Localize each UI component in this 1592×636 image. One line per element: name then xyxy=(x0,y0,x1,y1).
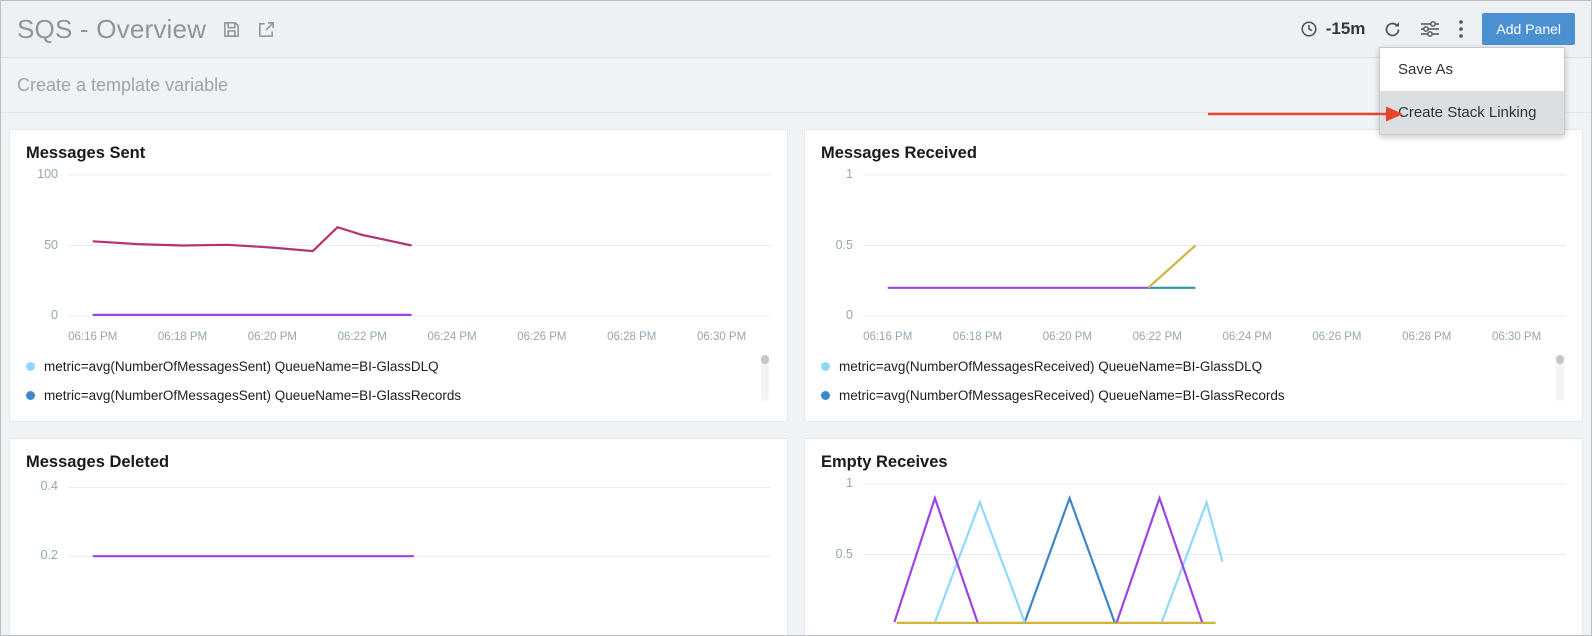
chart-plot[interactable] xyxy=(68,171,771,326)
x-tick-label: 06:22 PM xyxy=(337,331,387,343)
x-tick-label: 06:30 PM xyxy=(1491,331,1542,343)
series-yellow-line xyxy=(1147,244,1197,289)
legend-item[interactable]: metric=avg(NumberOfMessagesReceived) Que… xyxy=(821,381,1546,410)
template-variable-bar: Create a template variable xyxy=(1,58,1591,113)
x-tick-label: 06:24 PM xyxy=(1222,331,1272,343)
panel-empty-receives: Empty Receives 1 0.5 xyxy=(804,438,1583,635)
header: SQS - Overview -15m Add Panel xyxy=(1,1,1591,58)
menu-item-create-stack-linking[interactable]: Create Stack Linking xyxy=(1380,91,1564,134)
legend-label: metric=avg(NumberOfMessagesReceived) Que… xyxy=(839,359,1263,374)
x-tick-label: 06:28 PM xyxy=(607,331,657,343)
x-tick-label: 06:30 PM xyxy=(696,331,747,343)
sliders-icon[interactable] xyxy=(1420,20,1440,38)
refresh-icon[interactable] xyxy=(1383,20,1402,39)
x-tick-label: 06:28 PM xyxy=(1402,331,1452,343)
legend: metric=avg(NumberOfMessagesSent) QueueNa… xyxy=(26,352,771,410)
series-purple-triangle-1 xyxy=(893,494,979,623)
export-icon[interactable] xyxy=(257,20,276,39)
series-magenta-line xyxy=(92,225,412,253)
x-tick-label: 06:24 PM xyxy=(427,331,477,343)
legend: metric=avg(NumberOfMessagesReceived) Que… xyxy=(821,352,1566,410)
x-tick-label: 06:20 PM xyxy=(247,331,297,343)
x-tick-label: 06:26 PM xyxy=(517,331,567,343)
add-panel-button[interactable]: Add Panel xyxy=(1482,13,1575,45)
kebab-dropdown-menu: Save As Create Stack Linking xyxy=(1379,47,1565,135)
panel-title: Empty Receives xyxy=(821,453,948,471)
legend-item[interactable]: metric=avg(NumberOfMessagesSent) QueueNa… xyxy=(26,352,751,381)
legend-label: metric=avg(NumberOfMessagesReceived) Que… xyxy=(839,388,1285,403)
y-tick-label: 1 xyxy=(846,476,853,490)
y-tick-label: 0.4 xyxy=(40,479,58,494)
y-tick-label: 0 xyxy=(51,308,58,322)
save-icon[interactable] xyxy=(222,20,241,39)
y-tick-label: 0.2 xyxy=(40,548,58,563)
x-tick-label: 06:16 PM xyxy=(863,331,913,343)
panel-title: Messages Received xyxy=(821,144,977,162)
y-tick-label: 100 xyxy=(37,167,58,181)
x-tick-label: 06:20 PM xyxy=(1042,331,1092,343)
y-tick-label: 1 xyxy=(846,167,853,181)
x-tick-label: 06:22 PM xyxy=(1132,331,1182,343)
panel-messages-deleted: Messages Deleted 0.4 0.2 xyxy=(9,438,788,635)
y-axis: 100 50 0 xyxy=(26,167,68,326)
legend-scrollbar[interactable] xyxy=(1556,355,1564,401)
create-template-variable-link[interactable]: Create a template variable xyxy=(17,74,229,95)
x-tick-label: 06:16 PM xyxy=(68,331,118,343)
x-axis: 06:16 PM 06:18 PM 06:20 PM 06:22 PM 06:24 PM… xyxy=(68,326,771,346)
legend-color-dot xyxy=(821,391,830,400)
x-tick-label: 06:18 PM xyxy=(157,331,208,343)
kebab-menu-icon[interactable] xyxy=(1458,19,1464,39)
legend-color-dot xyxy=(821,362,830,371)
x-axis: 06:16 PM 06:18 PM 06:20 PM 06:22 PM 06:24 PM… xyxy=(863,326,1566,346)
chart-plot[interactable] xyxy=(863,480,1566,635)
y-tick-label: 0.5 xyxy=(835,237,853,252)
legend-label: metric=avg(NumberOfMessagesSent) QueueNa… xyxy=(44,388,462,403)
series-blue-triangle xyxy=(1023,494,1116,623)
legend-item[interactable]: metric=avg(NumberOfMessagesSent) QueueNa… xyxy=(26,381,751,410)
chart-plot[interactable] xyxy=(68,480,771,635)
y-tick-label: 0.5 xyxy=(835,546,853,561)
legend-color-dot xyxy=(26,391,35,400)
time-range-label[interactable]: -15m xyxy=(1325,19,1366,38)
panel-title: Messages Deleted xyxy=(26,453,170,471)
y-axis: 0.4 0.2 xyxy=(26,479,68,635)
series-lightblue-triangle-2 xyxy=(1160,498,1224,623)
legend-scrollbar[interactable] xyxy=(761,355,769,401)
menu-item-save-as[interactable]: Save As xyxy=(1398,61,1454,78)
series-lightblue-triangle-1 xyxy=(933,499,1026,623)
panels-grid: Messages Sent 100 50 0 06:16 PM 06:18 PM 06:… xyxy=(1,113,1591,635)
x-tick-label: 06:18 PM xyxy=(952,331,1003,343)
panel-title: Messages Sent xyxy=(26,144,146,162)
legend-color-dot xyxy=(26,362,35,371)
page-title: SQS - Overview xyxy=(17,13,207,44)
legend-label: metric=avg(NumberOfMessagesSent) QueueNa… xyxy=(44,359,439,374)
y-tick-label: 50 xyxy=(44,237,58,252)
chart-plot[interactable] xyxy=(863,171,1566,326)
y-axis: 1 0.5 0 xyxy=(821,167,863,326)
legend-item[interactable]: metric=avg(NumberOfMessagesReceived) Que… xyxy=(821,352,1546,381)
panel-messages-received: Messages Received 1 0.5 0 06:16 PM 06:18 PM… xyxy=(804,129,1583,422)
y-axis: 1 0.5 xyxy=(821,476,863,635)
x-tick-label: 06:26 PM xyxy=(1312,331,1362,343)
panel-messages-sent: Messages Sent 100 50 0 06:16 PM 06:18 PM 06:… xyxy=(9,129,788,422)
clock-icon[interactable] xyxy=(1300,20,1318,38)
y-tick-label: 0 xyxy=(846,308,853,322)
series-purple-triangle-2 xyxy=(1115,494,1204,623)
